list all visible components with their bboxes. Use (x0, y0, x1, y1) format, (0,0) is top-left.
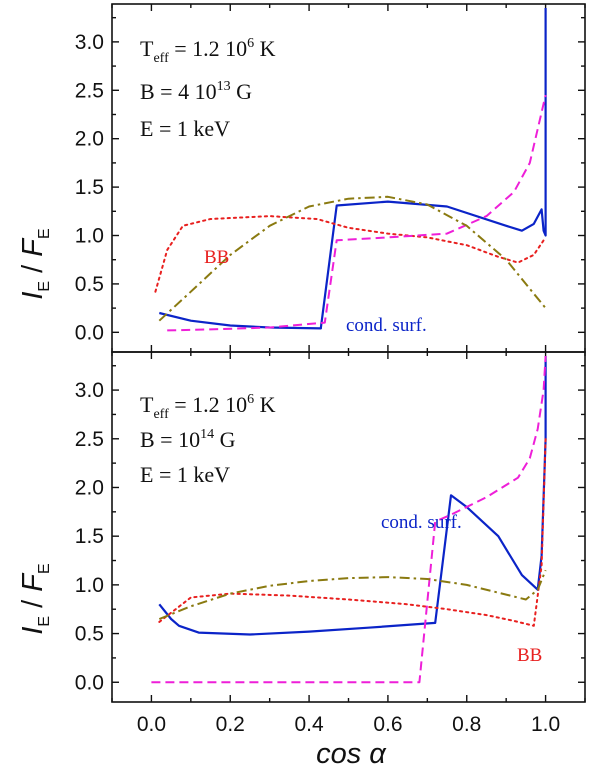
x-axis-title: cos α (316, 738, 387, 770)
svg-text:IE / FE: IE / FE (17, 563, 53, 634)
y-axis-title-bottom: IE / FE (17, 563, 53, 634)
panel-top-bfield: B = 4 1013 G (140, 79, 252, 104)
y-axis-title-top: IE / FE (17, 228, 53, 299)
y-tick-label: 2.5 (75, 428, 104, 451)
panel-bottom-bb-label: BB (517, 645, 542, 666)
y-tick-label: 3.0 (75, 31, 104, 54)
series-magenta-top (167, 94, 547, 332)
y-tick-label: 0.0 (75, 671, 104, 694)
panel-bottom-energy: E = 1 keV (140, 462, 230, 487)
series-cond-surf-top (159, 8, 547, 330)
series-cond-surf-bottom (158, 356, 547, 636)
x-tick-label: 1.0 (531, 713, 560, 736)
panel-top-teff: Teff = 1.2 106 K (140, 36, 276, 66)
panel-bottom-bfield: B = 1014 G (140, 427, 236, 452)
x-tick-label: 0.2 (216, 713, 245, 736)
panel-top: 0.0 0.5 1.0 1.5 2.0 2.5 3.0 Teff = 1.2 106 K B… (75, 3, 586, 353)
y-tick-label: 1.5 (75, 176, 104, 199)
panel-top-energy: E = 1 keV (140, 116, 230, 141)
y-tick-label: 2.0 (75, 476, 104, 499)
x-tick-label: 0.6 (373, 713, 402, 736)
y-tick-label: 1.0 (75, 225, 104, 248)
panel-top-cond-surf-label: cond. surf. (346, 315, 427, 336)
y-tick-label: 0.0 (75, 321, 104, 344)
x-tick-label: 0.4 (294, 713, 324, 736)
y-tick-label: 0.5 (75, 623, 104, 646)
y-tick-label: 3.0 (75, 379, 104, 402)
series-magenta-bottom (151, 355, 547, 684)
series-bb-top (154, 215, 547, 293)
panel-bottom-cond-surf-label: cond. surf. (381, 512, 462, 533)
y-tick-label: 2.0 (75, 128, 104, 151)
panel-bottom-teff: Teff = 1.2 106 K (140, 392, 276, 422)
y-tick-label: 2.5 (75, 79, 104, 102)
panel-top-series (154, 8, 547, 332)
y-tick-label: 1.0 (75, 574, 104, 597)
series-olive-top (158, 195, 547, 322)
svg-text:IE / FE: IE / FE (17, 228, 53, 299)
panel-bottom-series (151, 355, 547, 684)
x-tick-label: 0.0 (137, 713, 166, 736)
series-olive-bottom (158, 569, 547, 620)
panel-top-bb-label: BB (204, 247, 229, 268)
y-tick-label: 0.5 (75, 273, 104, 296)
panel-bottom-axes: 0.0 0.5 1.0 1.5 2.0 2.5 3.0 (75, 351, 586, 703)
panel-bottom: 0.0 0.5 1.0 1.5 2.0 2.5 3.0 Teff = 1.2 106 K B… (75, 351, 586, 703)
x-axis-tick-labels: 0.0 0.2 0.4 0.6 0.8 1.0 (137, 713, 560, 736)
x-tick-label: 0.8 (452, 713, 481, 736)
y-tick-label: 1.5 (75, 525, 104, 548)
